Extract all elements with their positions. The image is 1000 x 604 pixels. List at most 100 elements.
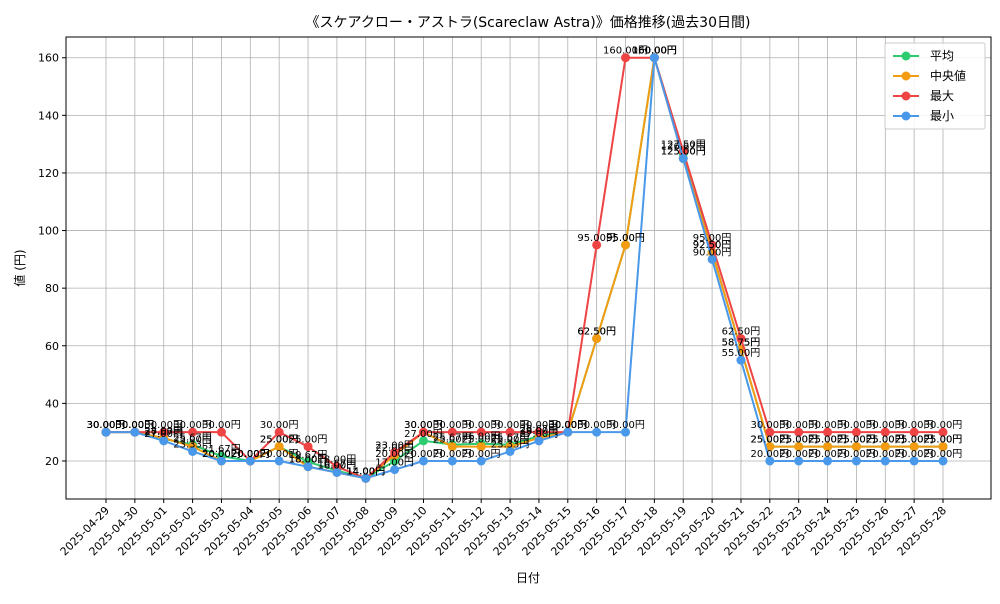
legend-label: 平均 xyxy=(930,49,954,63)
data-label: 30.00円 xyxy=(606,420,645,431)
y-tick-label: 160 xyxy=(38,52,59,65)
data-point xyxy=(592,240,602,250)
chart-title: 《スケアクロー・アストラ(Scareclaw Astra)》価格推移(過去30日… xyxy=(306,15,751,31)
legend-label: 中央値 xyxy=(930,68,966,83)
data-label: 25.00円 xyxy=(924,435,963,446)
data-label: 27.00円 xyxy=(144,429,183,440)
data-point xyxy=(534,427,544,437)
data-label: 20.00円 xyxy=(779,449,818,460)
data-point xyxy=(476,456,486,466)
data-label: 127.50円 xyxy=(661,139,706,150)
data-label: 25.67円 xyxy=(433,433,472,444)
data-point xyxy=(678,154,688,164)
data-point xyxy=(823,442,833,452)
data-point xyxy=(736,355,746,365)
data-label: 30.00円 xyxy=(548,420,587,431)
data-label: 20.00円 xyxy=(202,449,241,460)
data-label: 20.00円 xyxy=(231,449,270,460)
data-point xyxy=(938,442,948,452)
data-label: 14.00円 xyxy=(346,466,385,477)
data-point xyxy=(418,436,428,446)
data-label: 30.00円 xyxy=(548,420,587,431)
data-label: 25.00円 xyxy=(808,435,847,446)
data-label: 19.67円 xyxy=(289,450,328,461)
data-label: 95.00円 xyxy=(606,233,645,244)
data-label: 20.00円 xyxy=(231,449,270,460)
data-label: 20.00円 xyxy=(837,449,876,460)
data-label: 18.00円 xyxy=(289,455,328,466)
data-label: 18.00円 xyxy=(289,455,328,466)
data-label: 14.00円 xyxy=(346,466,385,477)
data-label: 160.00円 xyxy=(603,46,648,57)
data-label: 30.00円 xyxy=(866,420,905,431)
data-label: 23.33円 xyxy=(491,439,530,450)
data-point xyxy=(592,334,602,344)
data-label: 26.00円 xyxy=(462,432,501,443)
y-tick-label: 20 xyxy=(45,455,59,468)
data-label: 25.00円 xyxy=(289,435,328,446)
data-label: 160.00円 xyxy=(632,46,677,57)
data-point xyxy=(476,442,486,452)
data-label: 125.00円 xyxy=(661,147,706,158)
data-label: 28.00円 xyxy=(144,426,183,437)
data-label: 30.00円 xyxy=(116,420,155,431)
data-label: 95.00円 xyxy=(577,233,616,244)
data-point xyxy=(159,427,169,437)
data-point xyxy=(765,442,775,452)
data-label: 20.00円 xyxy=(375,449,414,460)
data-point xyxy=(880,427,890,437)
data-label: 30.00円 xyxy=(895,420,934,431)
data-label: 30.00円 xyxy=(173,420,212,431)
data-label: 20.00円 xyxy=(866,449,905,460)
data-point xyxy=(245,456,255,466)
data-label: 25.00円 xyxy=(924,435,963,446)
data-label: 20.00円 xyxy=(202,449,241,460)
data-label: 14.00円 xyxy=(346,466,385,477)
data-label: 30.00円 xyxy=(433,420,472,431)
data-label: 25.00円 xyxy=(779,435,818,446)
data-label: 92.50円 xyxy=(693,240,732,251)
data-point xyxy=(823,456,833,466)
data-point xyxy=(274,427,284,437)
data-label: 16.67円 xyxy=(318,459,357,470)
data-point xyxy=(216,427,226,437)
legend-marker xyxy=(901,51,911,61)
data-label: 30.00円 xyxy=(779,420,818,431)
data-label: 160.00円 xyxy=(632,46,677,57)
data-label: 30.00円 xyxy=(144,420,183,431)
data-point xyxy=(159,436,169,446)
data-label: 17.00円 xyxy=(375,458,414,469)
legend-label: 最大 xyxy=(930,89,954,103)
data-point xyxy=(794,442,804,452)
data-label: 62.50円 xyxy=(577,327,616,338)
data-label: 58.75円 xyxy=(722,337,761,348)
data-point xyxy=(361,473,371,483)
data-label: 28.67円 xyxy=(520,424,559,435)
data-label: 20.00円 xyxy=(751,449,790,460)
data-point xyxy=(649,53,659,63)
data-label: 25.00円 xyxy=(779,435,818,446)
data-labels: 30.00円30.00円27.67円25.67円21.67円20.00円25.0… xyxy=(87,46,963,478)
data-label: 55.00円 xyxy=(722,348,761,359)
data-label: 30.00円 xyxy=(260,420,299,431)
data-label: 160.00円 xyxy=(632,46,677,57)
series-line xyxy=(106,56,943,480)
x-axis-label: 日付 xyxy=(516,571,540,585)
data-label: 25.67円 xyxy=(173,433,212,444)
data-label: 30.00円 xyxy=(462,420,501,431)
y-tick-label: 80 xyxy=(45,282,59,295)
data-label: 62.50円 xyxy=(722,327,761,338)
data-point xyxy=(794,456,804,466)
data-label: 25.00円 xyxy=(260,435,299,446)
legend-marker xyxy=(901,71,911,81)
data-label: 25.00円 xyxy=(173,435,212,446)
data-point xyxy=(909,427,919,437)
data-label: 20.00円 xyxy=(433,449,472,460)
data-label: 25.00円 xyxy=(895,435,934,446)
data-label: 25.67円 xyxy=(491,433,530,444)
data-label: 23.00円 xyxy=(375,440,414,451)
data-label: 20.00円 xyxy=(404,449,443,460)
